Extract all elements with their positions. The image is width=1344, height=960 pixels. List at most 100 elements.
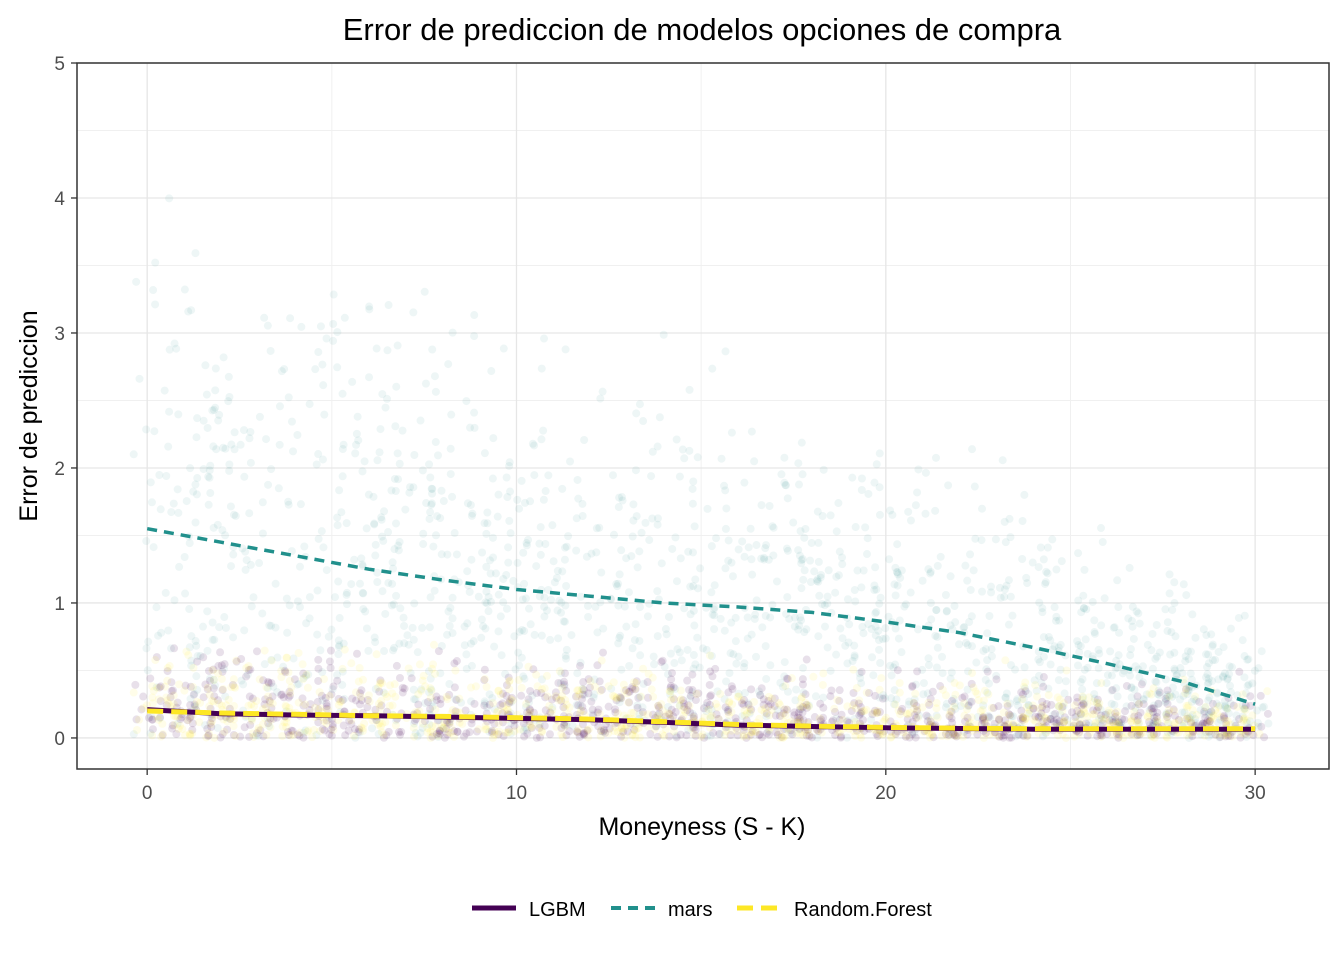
scatter-point-random-forest bbox=[230, 715, 239, 724]
scatter-point-random-forest bbox=[217, 674, 226, 683]
scatter-point-random-forest bbox=[747, 728, 756, 737]
scatter-point-lgbm bbox=[669, 683, 678, 692]
scatter-point-random-forest bbox=[1214, 702, 1223, 711]
scatter-point-mars bbox=[225, 466, 234, 475]
scatter-point-mars bbox=[875, 693, 884, 702]
scatter-point-mars bbox=[706, 731, 715, 740]
scatter-point-mars bbox=[552, 574, 561, 583]
scatter-point-random-forest bbox=[1029, 715, 1038, 724]
scatter-point-lgbm bbox=[347, 719, 356, 728]
scatter-point-mars bbox=[485, 556, 494, 565]
scatter-point-mars bbox=[1204, 696, 1213, 705]
scatter-point-mars bbox=[1135, 673, 1144, 682]
scatter-point-mars bbox=[919, 690, 928, 699]
scatter-point-mars bbox=[653, 587, 662, 596]
scatter-point-random-forest bbox=[610, 727, 619, 736]
scatter-point-mars bbox=[548, 703, 557, 712]
scatter-point-lgbm bbox=[668, 669, 677, 678]
scatter-point-mars bbox=[1243, 681, 1252, 690]
scatter-point-mars bbox=[206, 461, 215, 470]
scatter-point-mars bbox=[413, 648, 422, 657]
scatter-point-mars bbox=[983, 656, 992, 665]
scatter-point-random-forest bbox=[1238, 690, 1247, 699]
scatter-point-mars bbox=[174, 410, 183, 419]
scatter-point-mars bbox=[191, 249, 200, 258]
scatter-point-mars bbox=[635, 547, 644, 556]
scatter-point-lgbm bbox=[450, 659, 459, 668]
scatter-point-mars bbox=[193, 685, 202, 694]
scatter-point-random-forest bbox=[229, 702, 238, 711]
scatter-point-lgbm bbox=[1096, 731, 1105, 740]
scatter-point-lgbm bbox=[619, 727, 628, 736]
scatter-point-lgbm bbox=[777, 732, 786, 741]
scatter-point-random-forest bbox=[1221, 716, 1230, 725]
scatter-point-random-forest bbox=[543, 692, 552, 701]
scatter-point-random-forest bbox=[294, 648, 303, 657]
scatter-point-lgbm bbox=[579, 707, 588, 716]
scatter-point-mars bbox=[911, 501, 920, 510]
scatter-point-mars bbox=[395, 639, 404, 648]
scatter-point-mars bbox=[625, 661, 634, 670]
scatter-point-mars bbox=[690, 621, 699, 630]
scatter-point-mars bbox=[258, 609, 267, 618]
scatter-point-mars bbox=[810, 567, 819, 576]
scatter-point-mars bbox=[460, 622, 469, 631]
scatter-point-lgbm bbox=[771, 711, 780, 720]
scatter-point-mars bbox=[359, 605, 368, 614]
scatter-point-mars bbox=[548, 521, 557, 530]
scatter-point-lgbm bbox=[1083, 731, 1092, 740]
scatter-point-mars bbox=[872, 608, 881, 617]
scatter-point-lgbm bbox=[452, 696, 461, 705]
scatter-point-mars bbox=[419, 529, 428, 538]
scatter-point-lgbm bbox=[665, 710, 674, 719]
scatter-point-mars bbox=[391, 487, 400, 496]
scatter-point-random-forest bbox=[439, 724, 448, 733]
scatter-point-lgbm bbox=[1137, 680, 1146, 689]
scatter-point-random-forest bbox=[250, 702, 259, 711]
scatter-point-lgbm bbox=[579, 686, 588, 695]
scatter-point-random-forest bbox=[909, 698, 918, 707]
scatter-point-mars bbox=[293, 597, 302, 606]
scatter-point-lgbm bbox=[1257, 722, 1266, 731]
scatter-point-lgbm bbox=[1139, 700, 1148, 709]
scatter-point-mars bbox=[355, 579, 364, 588]
scatter-point-random-forest bbox=[619, 680, 628, 689]
scatter-point-random-forest bbox=[278, 732, 287, 741]
scatter-point-mars bbox=[671, 684, 680, 693]
scatter-point-random-forest bbox=[1059, 699, 1068, 708]
scatter-point-random-forest bbox=[639, 664, 648, 673]
scatter-point-mars bbox=[173, 485, 182, 494]
scatter-point-lgbm bbox=[655, 709, 664, 718]
scatter-point-lgbm bbox=[788, 730, 797, 739]
scatter-point-mars bbox=[504, 543, 513, 552]
scatter-point-random-forest bbox=[918, 703, 927, 712]
scatter-point-mars bbox=[766, 613, 775, 622]
scatter-point-mars bbox=[425, 623, 434, 632]
scatter-point-mars bbox=[535, 592, 544, 601]
scatter-point-lgbm bbox=[961, 717, 970, 726]
scatter-point-mars bbox=[225, 460, 234, 469]
scatter-point-mars bbox=[616, 694, 625, 703]
scatter-point-mars bbox=[1000, 517, 1009, 526]
scatter-point-mars bbox=[425, 688, 434, 697]
scatter-point-random-forest bbox=[1183, 731, 1192, 740]
scatter-point-lgbm bbox=[679, 696, 688, 705]
scatter-point-random-forest bbox=[499, 702, 508, 711]
scatter-point-lgbm bbox=[524, 695, 533, 704]
scatter-point-random-forest bbox=[494, 686, 503, 695]
scatter-point-mars bbox=[964, 702, 973, 711]
scatter-point-random-forest bbox=[830, 704, 839, 713]
scatter-point-mars bbox=[580, 436, 589, 445]
scatter-point-random-forest bbox=[740, 711, 749, 720]
scatter-point-mars bbox=[578, 512, 587, 521]
scatter-point-lgbm bbox=[963, 730, 972, 739]
scatter-point-lgbm bbox=[1019, 690, 1028, 699]
scatter-point-mars bbox=[557, 598, 566, 607]
scatter-point-random-forest bbox=[386, 681, 395, 690]
scatter-point-lgbm bbox=[356, 700, 365, 709]
scatter-point-random-forest bbox=[378, 679, 387, 688]
scatter-point-mars bbox=[814, 632, 823, 641]
scatter-point-random-forest bbox=[1239, 715, 1248, 724]
scatter-point-mars bbox=[910, 729, 919, 738]
scatter-point-lgbm bbox=[467, 719, 476, 728]
